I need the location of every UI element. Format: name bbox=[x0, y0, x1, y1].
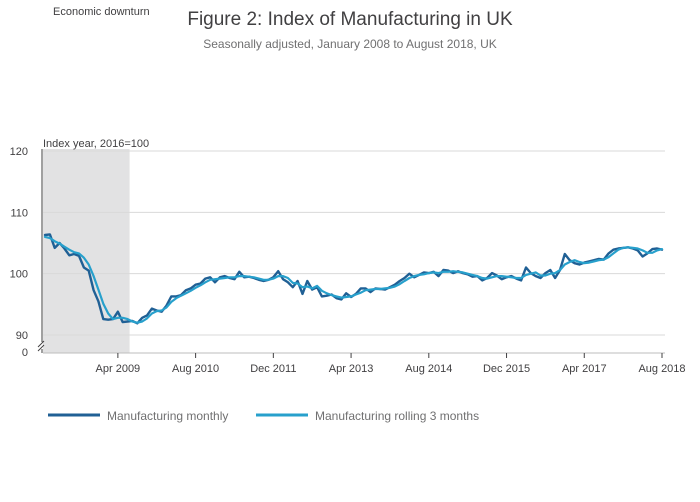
legend: Manufacturing monthly Manufacturing roll… bbox=[48, 409, 479, 423]
series-line-monthly bbox=[43, 233, 664, 325]
series-lines bbox=[43, 233, 664, 325]
x-tick-label: Aug 2010 bbox=[172, 363, 219, 375]
legend-label-monthly: Manufacturing monthly bbox=[107, 409, 228, 423]
gridlines bbox=[43, 150, 665, 354]
x-tick-label: Aug 2018 bbox=[638, 363, 685, 375]
y-axis: 120 110 100 90 0 bbox=[10, 146, 28, 359]
x-tick-label: Dec 2015 bbox=[483, 363, 530, 375]
axis-break-icon bbox=[37, 340, 45, 352]
x-axis: Apr 2009 Aug 2010 Dec 2011 Apr 2013 Aug 2014… bbox=[96, 353, 686, 375]
x-tick-label: Apr 2009 bbox=[96, 363, 141, 375]
chart-subtitle: Seasonally adjusted, January 2008 to Aug… bbox=[203, 37, 497, 51]
x-tick-label: Apr 2013 bbox=[329, 363, 374, 375]
legend-label-rolling: Manufacturing rolling 3 months bbox=[315, 409, 479, 423]
x-tick-label: Aug 2014 bbox=[405, 363, 452, 375]
downturn-annotation: Economic downturn bbox=[53, 6, 150, 18]
x-tick-label: Dec 2011 bbox=[250, 363, 296, 375]
y-tick-label: 0 bbox=[22, 347, 28, 359]
downturn-shading bbox=[43, 149, 130, 353]
series-line-rolling bbox=[43, 235, 664, 324]
y-tick-label: 90 bbox=[16, 330, 28, 342]
x-tick-label: Apr 2017 bbox=[562, 363, 607, 375]
y-tick-label: 100 bbox=[10, 269, 28, 281]
y-tick-label: 120 bbox=[10, 146, 28, 158]
chart-title: Figure 2: Index of Manufacturing in UK bbox=[187, 9, 513, 30]
y-tick-label: 110 bbox=[10, 207, 28, 219]
y-axis-label: Index year, 2016=100 bbox=[43, 138, 149, 150]
